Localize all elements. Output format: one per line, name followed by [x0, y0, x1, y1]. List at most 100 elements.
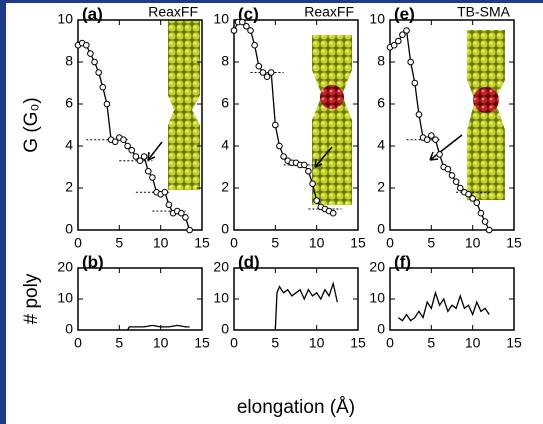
- x-tick-label: 15: [350, 335, 366, 351]
- x-axis-label: elongation (Å): [237, 397, 355, 418]
- point: [485, 226, 493, 234]
- series-line: [127, 324, 190, 331]
- point: [178, 209, 185, 217]
- x-tick-label: 5: [427, 235, 435, 251]
- arrows: [147, 134, 463, 168]
- y-tick-label: 8: [377, 53, 385, 69]
- point: [111, 138, 119, 146]
- x-tick-label: 5: [115, 235, 123, 251]
- x-tick-label: 0: [386, 235, 394, 251]
- point: [465, 191, 472, 198]
- y-tick-label: 10: [57, 11, 73, 27]
- panel-label: (a): [82, 4, 103, 23]
- y-tick-label: 10: [57, 290, 73, 306]
- y-tick-label: 10: [369, 11, 385, 27]
- y-tick-label: 20: [213, 259, 229, 275]
- y-tick-label: 4: [65, 137, 73, 153]
- point: [473, 199, 481, 206]
- x-tick-label: 15: [506, 235, 522, 251]
- x-tick-label: 0: [230, 235, 238, 251]
- point: [390, 41, 398, 49]
- arrow: [429, 134, 463, 161]
- inset-structure: [312, 35, 352, 205]
- y-tick-label: 0: [221, 221, 229, 237]
- y-tick-label: 10: [213, 11, 229, 27]
- point: [272, 121, 279, 129]
- point: [103, 100, 111, 108]
- panel-title: ReaxFF: [304, 4, 354, 20]
- point: [309, 180, 316, 188]
- point: [432, 136, 439, 143]
- point: [120, 136, 127, 143]
- x-tick-label: 10: [465, 335, 481, 351]
- arrow: [314, 146, 333, 168]
- x-tick-label: 15: [194, 235, 210, 251]
- panel-title: TB-SMA: [457, 4, 511, 20]
- frame-top: [0, 0, 543, 3]
- point: [132, 153, 140, 160]
- y-tick-label: 6: [65, 95, 73, 111]
- point: [144, 167, 152, 175]
- point: [394, 37, 402, 45]
- point: [161, 188, 169, 196]
- point: [238, 18, 246, 26]
- point: [149, 174, 156, 181]
- x-tick-label: 10: [153, 335, 169, 351]
- point: [95, 69, 102, 76]
- plot-frame: [389, 19, 515, 231]
- point: [91, 58, 98, 66]
- panel-label: (f): [394, 252, 411, 271]
- point: [477, 209, 485, 217]
- plot-frame: [77, 19, 203, 231]
- x-tick-label: 0: [386, 335, 394, 351]
- x-tick-label: 5: [427, 335, 435, 351]
- point: [399, 31, 406, 39]
- panel-label: (c): [238, 4, 259, 23]
- x-tick-label: 15: [350, 235, 366, 251]
- y-tick-label: 4: [221, 137, 229, 153]
- y-axis-label: # poly: [21, 273, 42, 324]
- series-line: [397, 290, 490, 322]
- point: [276, 142, 283, 150]
- point: [128, 146, 136, 154]
- x-tick-label: 10: [309, 235, 325, 251]
- point: [140, 153, 148, 160]
- point: [259, 69, 267, 76]
- point: [300, 161, 308, 169]
- y-tick-label: 10: [369, 290, 385, 306]
- y-tick-label: 2: [65, 179, 73, 195]
- point: [87, 50, 94, 57]
- point: [82, 41, 90, 49]
- inset-cluster: [473, 87, 499, 113]
- point: [452, 178, 460, 185]
- point: [165, 201, 173, 209]
- y-axis-label: G (G₀): [21, 97, 42, 152]
- point: [329, 209, 337, 217]
- point: [436, 151, 443, 158]
- point: [267, 69, 275, 76]
- x-tick-label: 5: [271, 335, 279, 351]
- y-tick-label: 6: [377, 95, 385, 111]
- point: [415, 111, 423, 118]
- point: [407, 58, 414, 66]
- panel-label: (d): [238, 252, 260, 271]
- point: [403, 27, 410, 34]
- point: [230, 27, 238, 34]
- x-tick-label: 15: [194, 335, 210, 351]
- point: [423, 136, 431, 143]
- point: [428, 132, 435, 139]
- x-tick-label: 15: [506, 335, 522, 351]
- point: [448, 172, 456, 179]
- point: [411, 79, 419, 87]
- y-tick-label: 0: [221, 321, 229, 337]
- point: [280, 153, 287, 160]
- arrow: [147, 141, 163, 161]
- series-line: [274, 281, 338, 331]
- point: [255, 62, 263, 70]
- point: [456, 184, 464, 192]
- inset-cluster: [320, 85, 344, 109]
- y-tick-label: 2: [221, 179, 229, 195]
- x-tick-label: 0: [74, 235, 82, 251]
- panel-label: (e): [394, 4, 415, 23]
